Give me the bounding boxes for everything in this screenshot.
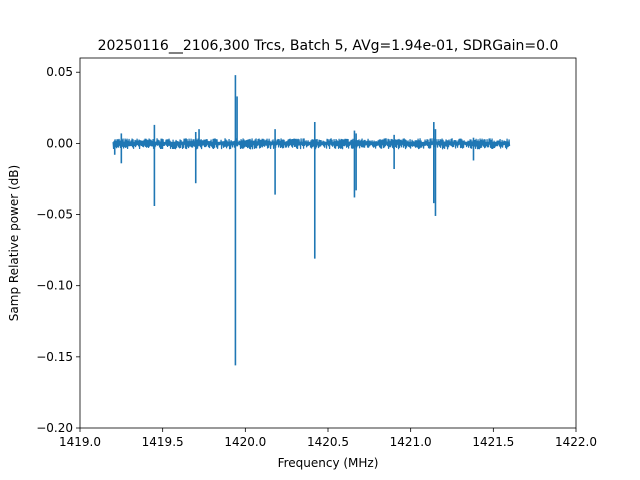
y-tick-label: −0.10 [36, 279, 73, 293]
x-tick-label: 1422.0 [555, 435, 597, 449]
series-noise-trace [112, 138, 511, 150]
x-tick-label: 1420.5 [307, 435, 349, 449]
x-tick-label: 1419.0 [59, 435, 101, 449]
y-tick-label: −0.15 [36, 350, 73, 364]
x-tick-label: 1419.5 [142, 435, 184, 449]
x-axis-label: Frequency (MHz) [278, 456, 379, 470]
y-tick-label: −0.20 [36, 421, 73, 435]
plot-area [112, 75, 511, 366]
x-tick-label: 1421.5 [472, 435, 514, 449]
y-axis: 0.05 0.00 −0.05 −0.10 −0.15 −0.20 [36, 65, 80, 435]
x-axis: 1419.0 1419.5 1420.0 1420.5 1421.0 1421.5 1422… [59, 428, 597, 449]
y-tick-label: −0.05 [36, 208, 73, 222]
chart-title: 20250116__2106,300 Trcs, Batch 5, AVg=1.… [98, 38, 559, 54]
x-tick-label: 1421.0 [390, 435, 432, 449]
x-tick-label: 1420.0 [224, 435, 266, 449]
y-tick-label: 0.00 [46, 136, 73, 150]
y-tick-label: 0.05 [46, 65, 73, 79]
axes-frame [79, 57, 577, 429]
y-axis-label: Samp Relative power (dB) [7, 165, 21, 321]
